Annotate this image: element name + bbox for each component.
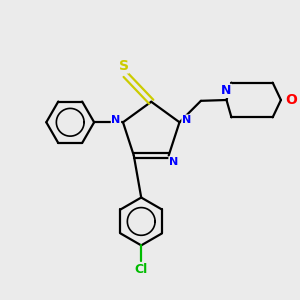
Text: Cl: Cl bbox=[135, 263, 148, 276]
Text: N: N bbox=[169, 157, 178, 167]
Text: N: N bbox=[111, 115, 121, 125]
Text: O: O bbox=[285, 93, 297, 107]
Text: N: N bbox=[221, 84, 232, 98]
Text: N: N bbox=[182, 115, 191, 125]
Text: S: S bbox=[118, 59, 129, 73]
